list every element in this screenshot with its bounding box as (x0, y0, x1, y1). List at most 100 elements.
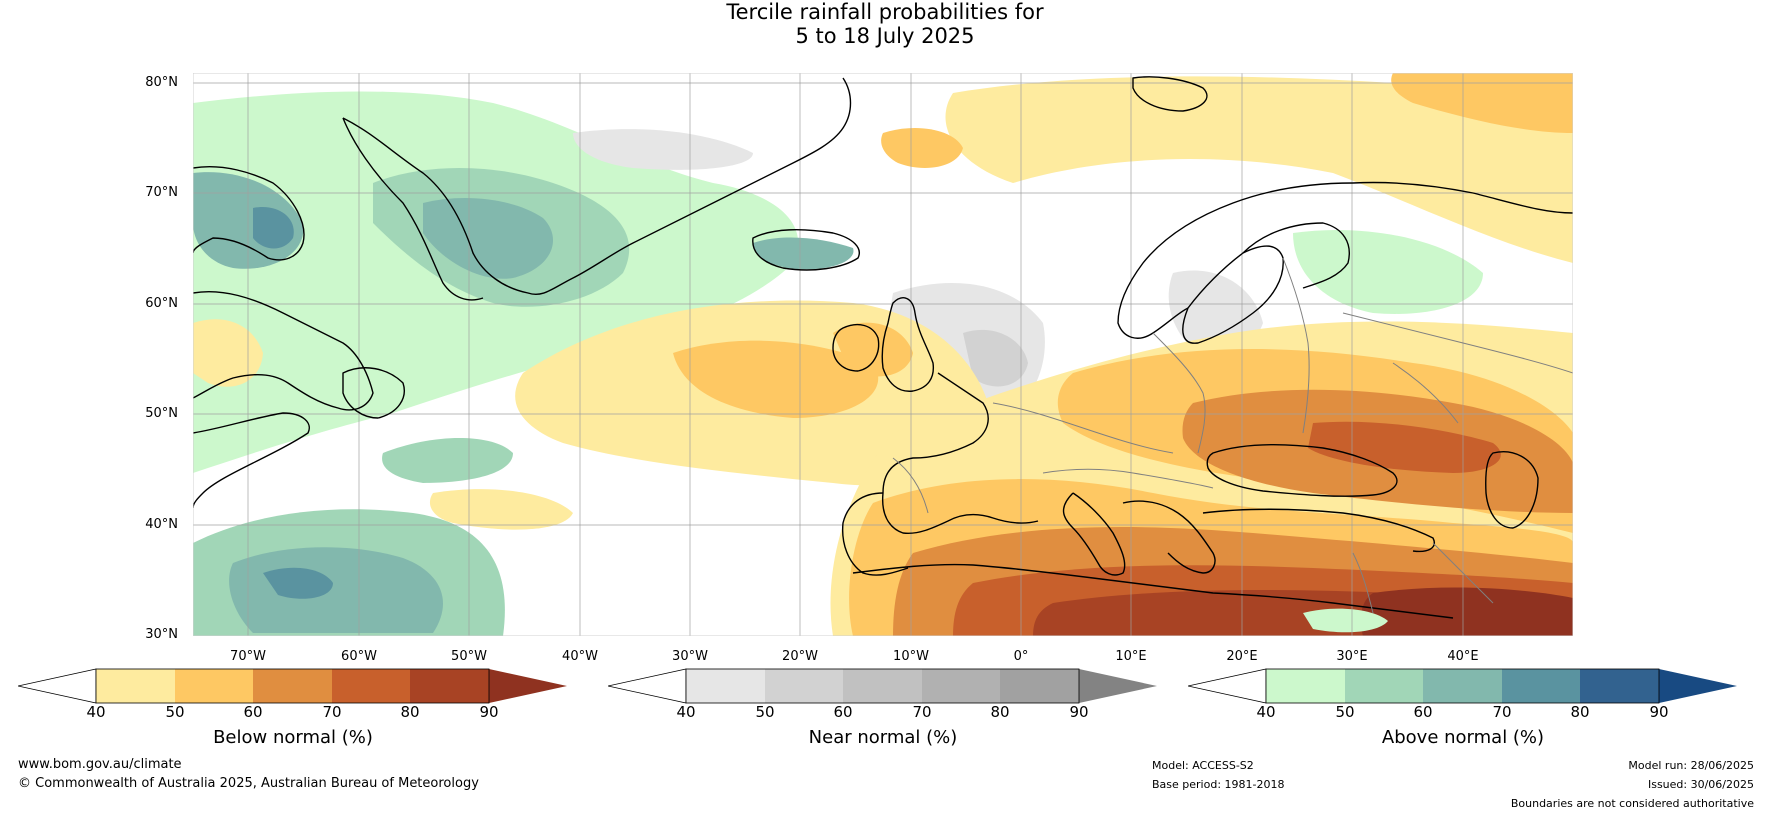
above-normal-area-iceland (753, 237, 854, 270)
colorbar-above-normal: 40 50 60 70 80 90 Above normal (%) (1187, 668, 1738, 753)
coastline-italy (1062, 492, 1126, 576)
coastline-black-sea (1206, 444, 1398, 497)
coastline-great-britain (881, 297, 935, 392)
colorbar-near-normal-swatches (607, 668, 1157, 704)
colorbar-above-swatch-4 (1502, 669, 1580, 703)
coastline-baffin-island (193, 165, 305, 261)
below-normal-area-atlantic-core (673, 340, 879, 418)
lat-label-50n: 50°N (145, 406, 178, 421)
colorbar-above-swatch-6 (1659, 669, 1737, 703)
colorbar-below-swatch-0 (17, 668, 97, 704)
colorbar-near-normal: 40 50 60 70 80 90 Near normal (%) (607, 668, 1158, 753)
colorbar-below-normal: 40 50 60 70 80 90 Below normal (%) (17, 668, 568, 753)
colorbar-near-tick-40: 40 (676, 703, 696, 721)
above-normal-area-scandinavia (1293, 229, 1483, 314)
coastline-us-east (193, 412, 310, 509)
colorbar-below-label: Below normal (%) (213, 727, 373, 748)
above-normal-area-baffin-core (253, 207, 294, 249)
colorbar-above-tick-40: 40 (1256, 703, 1276, 721)
below-normal-area-mid-atlantic-strip (429, 489, 573, 530)
coastline-turkey (1202, 508, 1435, 553)
colorbar-above-tick-80: 80 (1570, 703, 1590, 721)
lon-label-60w: 60°W (341, 649, 377, 664)
above-normal-area-southwest-peak (263, 567, 333, 599)
near-normal-area-central-europe (963, 329, 1028, 387)
below-normal-area-arctic-small (881, 128, 963, 168)
colorbar-below-tick-60: 60 (243, 703, 263, 721)
colorbar-above-swatch-2 (1345, 669, 1423, 703)
coastline-baltic (1182, 245, 1284, 344)
above-normal-area-mid-atlantic (382, 438, 513, 483)
colorbar-above-tick-60: 60 (1413, 703, 1433, 721)
lon-label-50w: 50°W (451, 649, 487, 664)
country-borders (892, 257, 1573, 614)
colorbar-near-swatch-6 (1079, 669, 1157, 703)
coastline-canada-east (193, 291, 374, 411)
map-canvas (193, 73, 1573, 636)
colorbar-below-tick-50: 50 (165, 703, 185, 721)
colorbar-above-tick-70: 70 (1492, 703, 1512, 721)
colorbar-near-swatch-3 (843, 669, 922, 703)
colorbar-below-tick-90: 90 (479, 703, 499, 721)
lon-label-70w: 70°W (230, 649, 266, 664)
footer-model-run: Model run: 28/06/2025 (1628, 759, 1754, 772)
coastline-north-africa (852, 563, 1454, 619)
coastline-greenland (342, 77, 852, 295)
chart-title: Tercile rainfall probabilities for 5 to … (0, 0, 1770, 48)
colorbar-below-swatch-6 (489, 669, 567, 703)
footer-model: Model: ACCESS-S2 (1152, 759, 1254, 772)
coastline-scandinavia-north (1352, 181, 1573, 214)
colorbar-below-tick-40: 40 (86, 703, 106, 721)
colorbar-below-swatch-2 (175, 669, 253, 703)
title-line-2: 5 to 18 July 2025 (795, 24, 975, 48)
colorbar-near-swatch-1 (686, 669, 765, 703)
lon-label-20e: 20°E (1226, 649, 1258, 664)
rainfall-probability-map (193, 73, 1573, 636)
colorbar-above-swatch-5 (1580, 669, 1659, 703)
below-normal-area-middle-east (1360, 587, 1573, 636)
colorbar-near-tick-70: 70 (912, 703, 932, 721)
lon-label-40w: 40°W (562, 649, 598, 664)
coastline-finland (1242, 222, 1350, 289)
colorbar-near-tick-90: 90 (1069, 703, 1089, 721)
colorbar-above-swatch-1 (1266, 669, 1345, 703)
colorbar-above-tick-90: 90 (1649, 703, 1669, 721)
below-normal-area-west-coast (193, 319, 263, 387)
colorbar-below-swatch-5 (410, 669, 489, 703)
lon-label-30w: 30°W (672, 649, 708, 664)
lon-label-40e: 40°E (1447, 649, 1479, 664)
colorbar-below-tick-80: 80 (400, 703, 420, 721)
below-normal-area-northeast (945, 76, 1573, 263)
lat-label-40n: 40°N (145, 517, 178, 532)
probability-shading (193, 73, 1573, 636)
colorbar-below-swatch-3 (253, 669, 332, 703)
near-normal-area-north-atlantic (573, 129, 753, 170)
footer-base-period: Base period: 1981-2018 (1152, 778, 1285, 791)
colorbar-below-normal-swatches (17, 668, 567, 704)
coastline-caspian (1485, 451, 1539, 529)
footer-website: www.bom.gov.au/climate (18, 757, 182, 772)
lat-label-80n: 80°N (145, 75, 178, 90)
coastline-svalbard (1132, 76, 1208, 112)
colorbar-above-label: Above normal (%) (1381, 727, 1545, 748)
lat-label-60n: 60°N (145, 296, 178, 311)
near-normal-area-eastern-baltic (1168, 270, 1263, 350)
footer-disclaimer: Boundaries are not considered authoritat… (1510, 797, 1754, 810)
lat-label-70n: 70°N (145, 185, 178, 200)
colorbar-near-swatch-2 (765, 669, 843, 703)
coastline-balkans (1122, 500, 1216, 574)
below-normal-area-black-sea-core (1308, 421, 1501, 473)
footer-issued: Issued: 30/06/2025 (1647, 778, 1754, 791)
colorbar-near-swatch-5 (1000, 669, 1079, 703)
colorbar-above-swatch-0 (1187, 668, 1267, 704)
lon-label-0: 0° (1013, 649, 1029, 664)
footer-copyright: © Commonwealth of Australia 2025, Austra… (18, 776, 479, 791)
lon-label-20w: 20°W (782, 649, 818, 664)
coastline-greenland-west (342, 117, 484, 301)
near-normal-area-egypt (1303, 608, 1388, 633)
lat-label-30n: 30°N (145, 627, 178, 642)
below-normal-area-arctic-east (1391, 73, 1573, 133)
below-normal-area-british-isles (833, 322, 913, 377)
coastline-iberia (841, 492, 909, 576)
lon-label-10e: 10°E (1115, 649, 1147, 664)
